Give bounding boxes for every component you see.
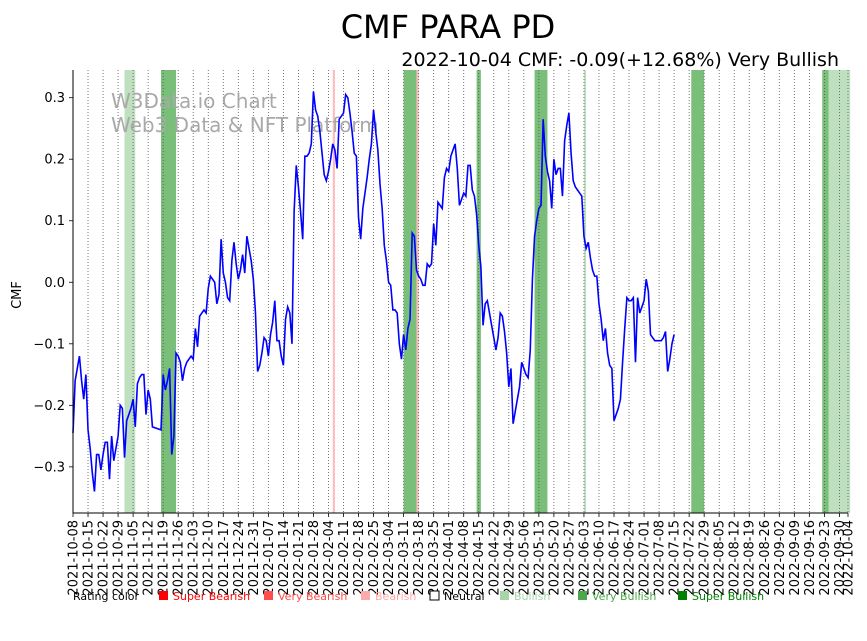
x-tick-label: 2021-11-19 (157, 520, 172, 596)
legend-label: Very Bearish (278, 590, 347, 603)
x-tick-label: 2022-08-05 (713, 520, 728, 596)
x-tick-label: 2022-08-26 (758, 520, 773, 596)
legend-label: Neutral (444, 590, 485, 603)
rating-band-1 (161, 70, 177, 513)
legend-swatch (429, 590, 440, 601)
x-axis-ticks: 2021-10-08 2021-10-15 2021-10-22 2021-10-29… (67, 513, 857, 596)
x-tick-label: 2022-02-04 (322, 520, 337, 596)
rating-band-6 (534, 70, 548, 513)
x-tick-label: 2022-08-19 (743, 520, 758, 596)
x-tick-label: 2021-12-17 (217, 520, 232, 596)
x-tick-label: 2022-03-25 (427, 520, 442, 596)
legend-label: Super Bullish (692, 590, 764, 603)
y-tick-label: 0.3 (44, 91, 65, 106)
x-tick-label: 2022-05-06 (517, 520, 532, 596)
x-tick-label: 2022-08-12 (728, 520, 743, 596)
x-tick-label: 2021-12-24 (232, 520, 247, 596)
rating-band-2 (332, 70, 335, 513)
x-tick-label: 2022-09-16 (803, 520, 818, 596)
x-tick-label: 2022-02-11 (337, 520, 352, 596)
rating-band-10 (828, 70, 851, 513)
legend-title: Rating color (73, 590, 140, 603)
x-tick-label: 2022-06-03 (577, 520, 592, 596)
y-axis-label: CMF (10, 281, 25, 309)
watermark-line: W3Data.io Chart (111, 89, 277, 113)
rating-band-8 (691, 70, 705, 513)
x-tick-label: 2022-04-29 (502, 520, 517, 596)
x-tick-label: 2022-04-22 (487, 520, 502, 596)
x-tick-label: 2022-03-04 (382, 520, 397, 596)
x-tick-label: 2022-10-04 (842, 520, 857, 596)
x-tick-label: 2022-05-27 (562, 520, 577, 596)
x-tick-label: 2022-06-24 (623, 520, 638, 596)
legend-label: Very Bullish (592, 590, 656, 603)
legend-swatch (361, 591, 370, 600)
y-tick-label: −0.3 (33, 460, 65, 475)
y-tick-label: 0.2 (44, 153, 65, 168)
x-tick-label: 2022-07-22 (683, 520, 698, 596)
vertical-gridlines (72, 70, 849, 513)
x-tick-label: 2022-01-14 (277, 520, 292, 596)
x-tick-label: 2022-06-17 (607, 520, 622, 596)
x-tick-label: 2022-01-28 (307, 520, 322, 596)
x-tick-label: 2022-05-20 (547, 520, 562, 596)
rating-band-5 (476, 70, 481, 513)
legend-swatch (159, 591, 168, 600)
chart-subtitle: 2022-10-04 CMF: -0.09(+12.68%) Very Bull… (401, 49, 839, 71)
legend-swatch (578, 591, 587, 600)
x-tick-label: 2021-11-12 (142, 520, 157, 596)
x-tick-label: 2022-04-15 (472, 520, 487, 596)
legend-label: Bullish (514, 590, 550, 603)
rating-legend: Rating color Super Bearish Very Bearish Bea… (73, 590, 764, 603)
x-tick-label: 2021-11-26 (172, 520, 187, 596)
x-tick-label: 2022-03-18 (412, 520, 427, 596)
x-tick-label: 2021-12-10 (202, 520, 217, 596)
x-tick-label: 2021-10-29 (112, 520, 127, 596)
rating-band-9 (822, 70, 829, 513)
y-tick-label: −0.2 (33, 399, 65, 414)
y-tick-label: −0.1 (33, 337, 65, 352)
x-tick-label: 2021-10-08 (67, 520, 82, 596)
rating-bands (124, 70, 851, 513)
x-tick-label: 2021-12-31 (247, 520, 262, 596)
rating-band-7 (583, 70, 587, 513)
x-tick-label: 2022-09-02 (773, 520, 788, 596)
x-tick-label: 2022-09-30 (833, 520, 848, 596)
x-tick-label: 2022-04-01 (442, 520, 457, 596)
legend-swatch (678, 591, 687, 600)
legend-swatch (264, 591, 273, 600)
chart-title: CMF PARA PD (341, 8, 556, 46)
x-tick-label: 2022-09-09 (788, 520, 803, 596)
x-tick-label: 2022-06-10 (592, 520, 607, 596)
x-tick-label: 2022-02-25 (367, 520, 382, 596)
x-tick-label: 2021-12-03 (187, 520, 202, 596)
x-tick-label: 2022-07-01 (638, 520, 653, 596)
cmf-line (72, 91, 675, 492)
y-axis-ticks: −0.3 −0.2 −0.1 0.0 0.1 0.2 0.3 (33, 91, 73, 475)
x-tick-label: 2022-07-29 (698, 520, 713, 596)
x-tick-label: 2022-03-11 (397, 520, 412, 596)
y-tick-label: 0.0 (44, 276, 65, 291)
x-tick-label: 2021-10-15 (82, 520, 97, 596)
x-tick-label: 2022-01-21 (292, 520, 307, 596)
x-tick-label: 2022-05-13 (532, 520, 547, 596)
x-tick-label: 2021-10-22 (97, 520, 112, 596)
legend-label: Super Bearish (173, 590, 250, 603)
x-tick-label: 2022-04-08 (457, 520, 472, 596)
y-tick-label: 0.1 (44, 214, 65, 229)
x-tick-label: 2022-01-07 (262, 520, 277, 596)
rating-band-0 (124, 70, 136, 513)
x-tick-label: 2022-09-23 (818, 520, 833, 596)
x-tick-label: 2022-07-15 (668, 520, 683, 596)
x-tick-label: 2022-07-08 (653, 520, 668, 596)
watermark-line: Web3 Data & NFT Platform (111, 113, 379, 137)
legend-swatch (500, 591, 509, 600)
x-tick-label: 2022-02-18 (352, 520, 367, 596)
legend-label: Bearish (375, 590, 416, 603)
x-tick-label: 2021-11-05 (127, 520, 142, 596)
rating-band-4 (416, 70, 419, 513)
